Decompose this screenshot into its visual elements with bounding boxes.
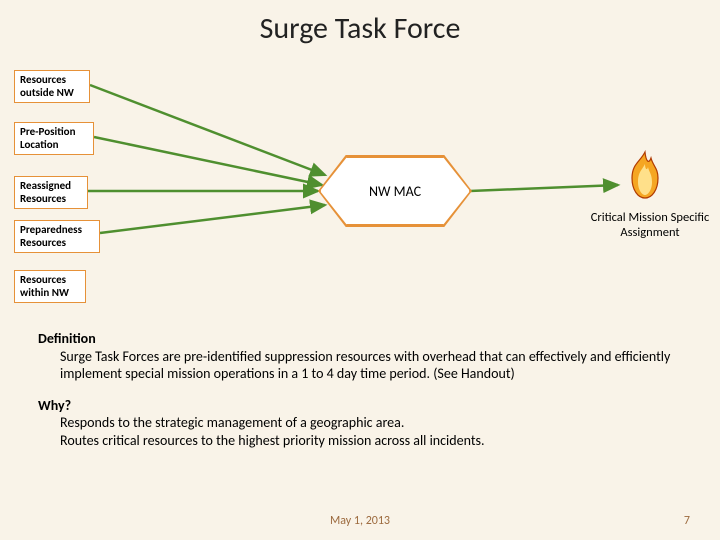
why-heading: Why? <box>38 397 678 415</box>
fire-icon <box>620 150 670 205</box>
assignment-label: Critical Mission Specific Assignment <box>580 210 720 240</box>
source-box-preposition: Pre-Position Location <box>14 122 94 155</box>
hub-hexagon: NW MAC <box>320 157 470 225</box>
footer-page-number: 7 <box>684 514 690 528</box>
footer-date: May 1, 2013 <box>0 514 720 528</box>
source-box-reassigned: Reassigned Resources <box>14 176 88 209</box>
source-box-within-nw: Resources within NW <box>14 270 86 303</box>
definition-text: Surge Task Forces are pre-identified sup… <box>60 348 678 383</box>
flow-diagram: Resources outside NW Pre-Position Locati… <box>0 60 720 290</box>
source-box-outside-nw: Resources outside NW <box>14 70 90 103</box>
hub-label: NW MAC <box>369 183 421 200</box>
source-box-preparedness: Preparedness Resources <box>14 220 100 253</box>
body-text: Definition Surge Task Forces are pre-ide… <box>38 330 678 449</box>
why-line-2: Routes critical resources to the highest… <box>60 432 678 450</box>
page-title: Surge Task Force <box>0 0 720 47</box>
definition-heading: Definition <box>38 330 678 348</box>
why-line-1: Responds to the strategic management of … <box>60 414 678 432</box>
